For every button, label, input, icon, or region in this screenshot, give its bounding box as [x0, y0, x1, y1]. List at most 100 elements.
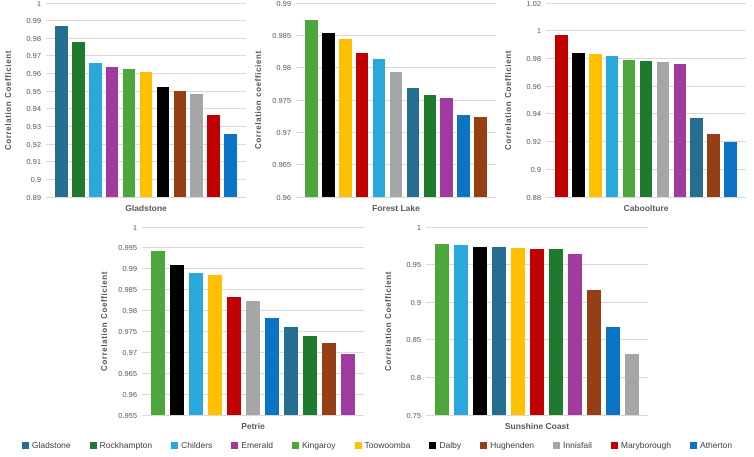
- legend-label: Gladstone: [31, 440, 71, 450]
- bar-hughenden: [173, 90, 187, 197]
- bar-toowoomba: [339, 38, 352, 197]
- gridline: [142, 268, 364, 270]
- gridline: [46, 37, 246, 39]
- bar-gladstone: [492, 247, 507, 415]
- gridline: [46, 196, 246, 198]
- y-tick-label: 0.975: [118, 326, 137, 336]
- legend-swatch-icon: [89, 441, 97, 449]
- bar-slot: [638, 3, 655, 197]
- bar-rockhampton: [548, 249, 563, 415]
- gridline: [426, 414, 648, 416]
- bar-dalby: [322, 32, 335, 197]
- legend-swatch-icon: [291, 441, 299, 449]
- bar-slot: [171, 3, 188, 197]
- y-tick-label: 0.96: [26, 68, 41, 78]
- bar-childers: [189, 272, 204, 415]
- legend-item-atherton: Atherton: [689, 440, 733, 450]
- bar-slot: [388, 3, 405, 197]
- y-axis-ticks: 0.955 0.96 0.965 0.97 0.975 0.98 0.985 0.99 0.99…: [111, 223, 142, 418]
- y-tick-label: 0.99: [26, 15, 41, 25]
- y-tick-label: 0.96: [276, 192, 291, 202]
- bar-slot: [187, 227, 206, 415]
- bar-emerald: [105, 67, 119, 197]
- bar-slot: [587, 3, 604, 197]
- y-tick-label: 0.975: [272, 95, 291, 105]
- chart-row-bottom: Correlation Coefficient 0.955 0.96 0.965 0.9…: [98, 223, 754, 436]
- legend-label: Rockhampton: [99, 440, 153, 450]
- plot-area: [296, 2, 496, 198]
- gridline: [546, 57, 746, 59]
- bar-atherton: [224, 133, 237, 197]
- legend-label: Hughenden: [490, 440, 535, 450]
- y-tick-label: 0.97: [122, 347, 137, 357]
- y-tick-label: 1.02: [526, 0, 541, 8]
- bar-slot: [570, 3, 587, 197]
- legend-swatch-icon: [689, 441, 697, 449]
- bar-slot: [206, 227, 225, 415]
- bar-slot: [528, 227, 547, 415]
- bar-slot: [205, 3, 222, 197]
- y-tick-label: 0.94: [526, 109, 541, 119]
- bar-slot: [138, 3, 155, 197]
- bar-slot: [509, 227, 528, 415]
- chart-caboolture: Correlation Coefficient 0.88 0.9 0.92 0.94 0.…: [502, 0, 746, 218]
- y-axis-title: Correlation Coefficient: [504, 49, 513, 151]
- y-tick-label: 0.9: [410, 297, 421, 307]
- y-axis-ticks: 0.88 0.9 0.92 0.94 0.96 0.98 1 1.02: [515, 0, 546, 200]
- bar-slot: [553, 3, 570, 197]
- bar-dalby: [156, 87, 170, 197]
- x-axis-title: Caboolture: [623, 202, 669, 213]
- legend-swatch-icon: [553, 441, 561, 449]
- chart-legend: Gladstone Rockhampton Childers Emerald Kinga…: [0, 440, 754, 450]
- bar-slot: [584, 227, 603, 415]
- gridline: [46, 55, 246, 57]
- bar-rockhampton: [423, 94, 437, 197]
- bar-slot: [472, 3, 489, 197]
- chart-sunshine-coast: Correlation Coefficient 0.75 0.8 0.85 0.9 0.9…: [382, 223, 648, 436]
- y-tick-label: 0.995: [118, 243, 137, 253]
- y-tick-label: 0.92: [526, 136, 541, 146]
- legend-label: Maryborough: [620, 440, 671, 450]
- legend-label: Atherton: [699, 440, 733, 450]
- bar-maryborough: [355, 52, 369, 197]
- legend-swatch-icon: [231, 441, 239, 449]
- bar-gladstone: [690, 118, 703, 197]
- bar-innisfail: [656, 62, 670, 197]
- bar-maryborough: [207, 114, 220, 197]
- legend-label: Emerald: [241, 440, 273, 450]
- gridline: [546, 196, 746, 198]
- y-tick-label: 0.8: [410, 372, 421, 382]
- bar-emerald: [673, 64, 687, 197]
- y-tick-label: 0.99: [122, 264, 137, 274]
- legend-item-childers: Childers: [171, 440, 212, 450]
- bar-slot: [222, 3, 239, 197]
- bar-slot: [53, 3, 70, 197]
- bar-maryborough: [555, 34, 568, 197]
- bar-emerald: [440, 98, 453, 197]
- legend-item-hughenden: Hughenden: [480, 440, 534, 450]
- y-tick-label: 0.965: [272, 159, 291, 169]
- y-tick-label: 1: [36, 0, 41, 8]
- bar-hughenden: [586, 289, 601, 415]
- y-tick-label: 0.985: [118, 284, 137, 294]
- y-tick-label: 0.98: [526, 53, 541, 63]
- y-tick-label: 0.98: [122, 305, 137, 315]
- bar-innisfail: [624, 353, 639, 415]
- bar-slot: [433, 227, 452, 415]
- plot-area: [426, 226, 648, 416]
- x-axis-title: Gladstone: [125, 202, 167, 213]
- bar-slot: [70, 3, 87, 197]
- legend-item-kingaroy: Kingaroy: [291, 440, 336, 450]
- y-tick-label: 0.965: [118, 368, 137, 378]
- bars-group: [296, 3, 496, 197]
- gridline: [546, 30, 746, 32]
- x-axis-title: Forest Lake: [372, 202, 420, 213]
- gridline: [142, 226, 364, 228]
- legend-item-dalby: Dalby: [429, 440, 461, 450]
- y-axis-title: Correlation Coefficient: [384, 270, 393, 372]
- bar-kingaroy: [435, 243, 450, 415]
- plot-area: [142, 226, 364, 416]
- gridline: [296, 34, 496, 36]
- bar-slot: [688, 3, 705, 197]
